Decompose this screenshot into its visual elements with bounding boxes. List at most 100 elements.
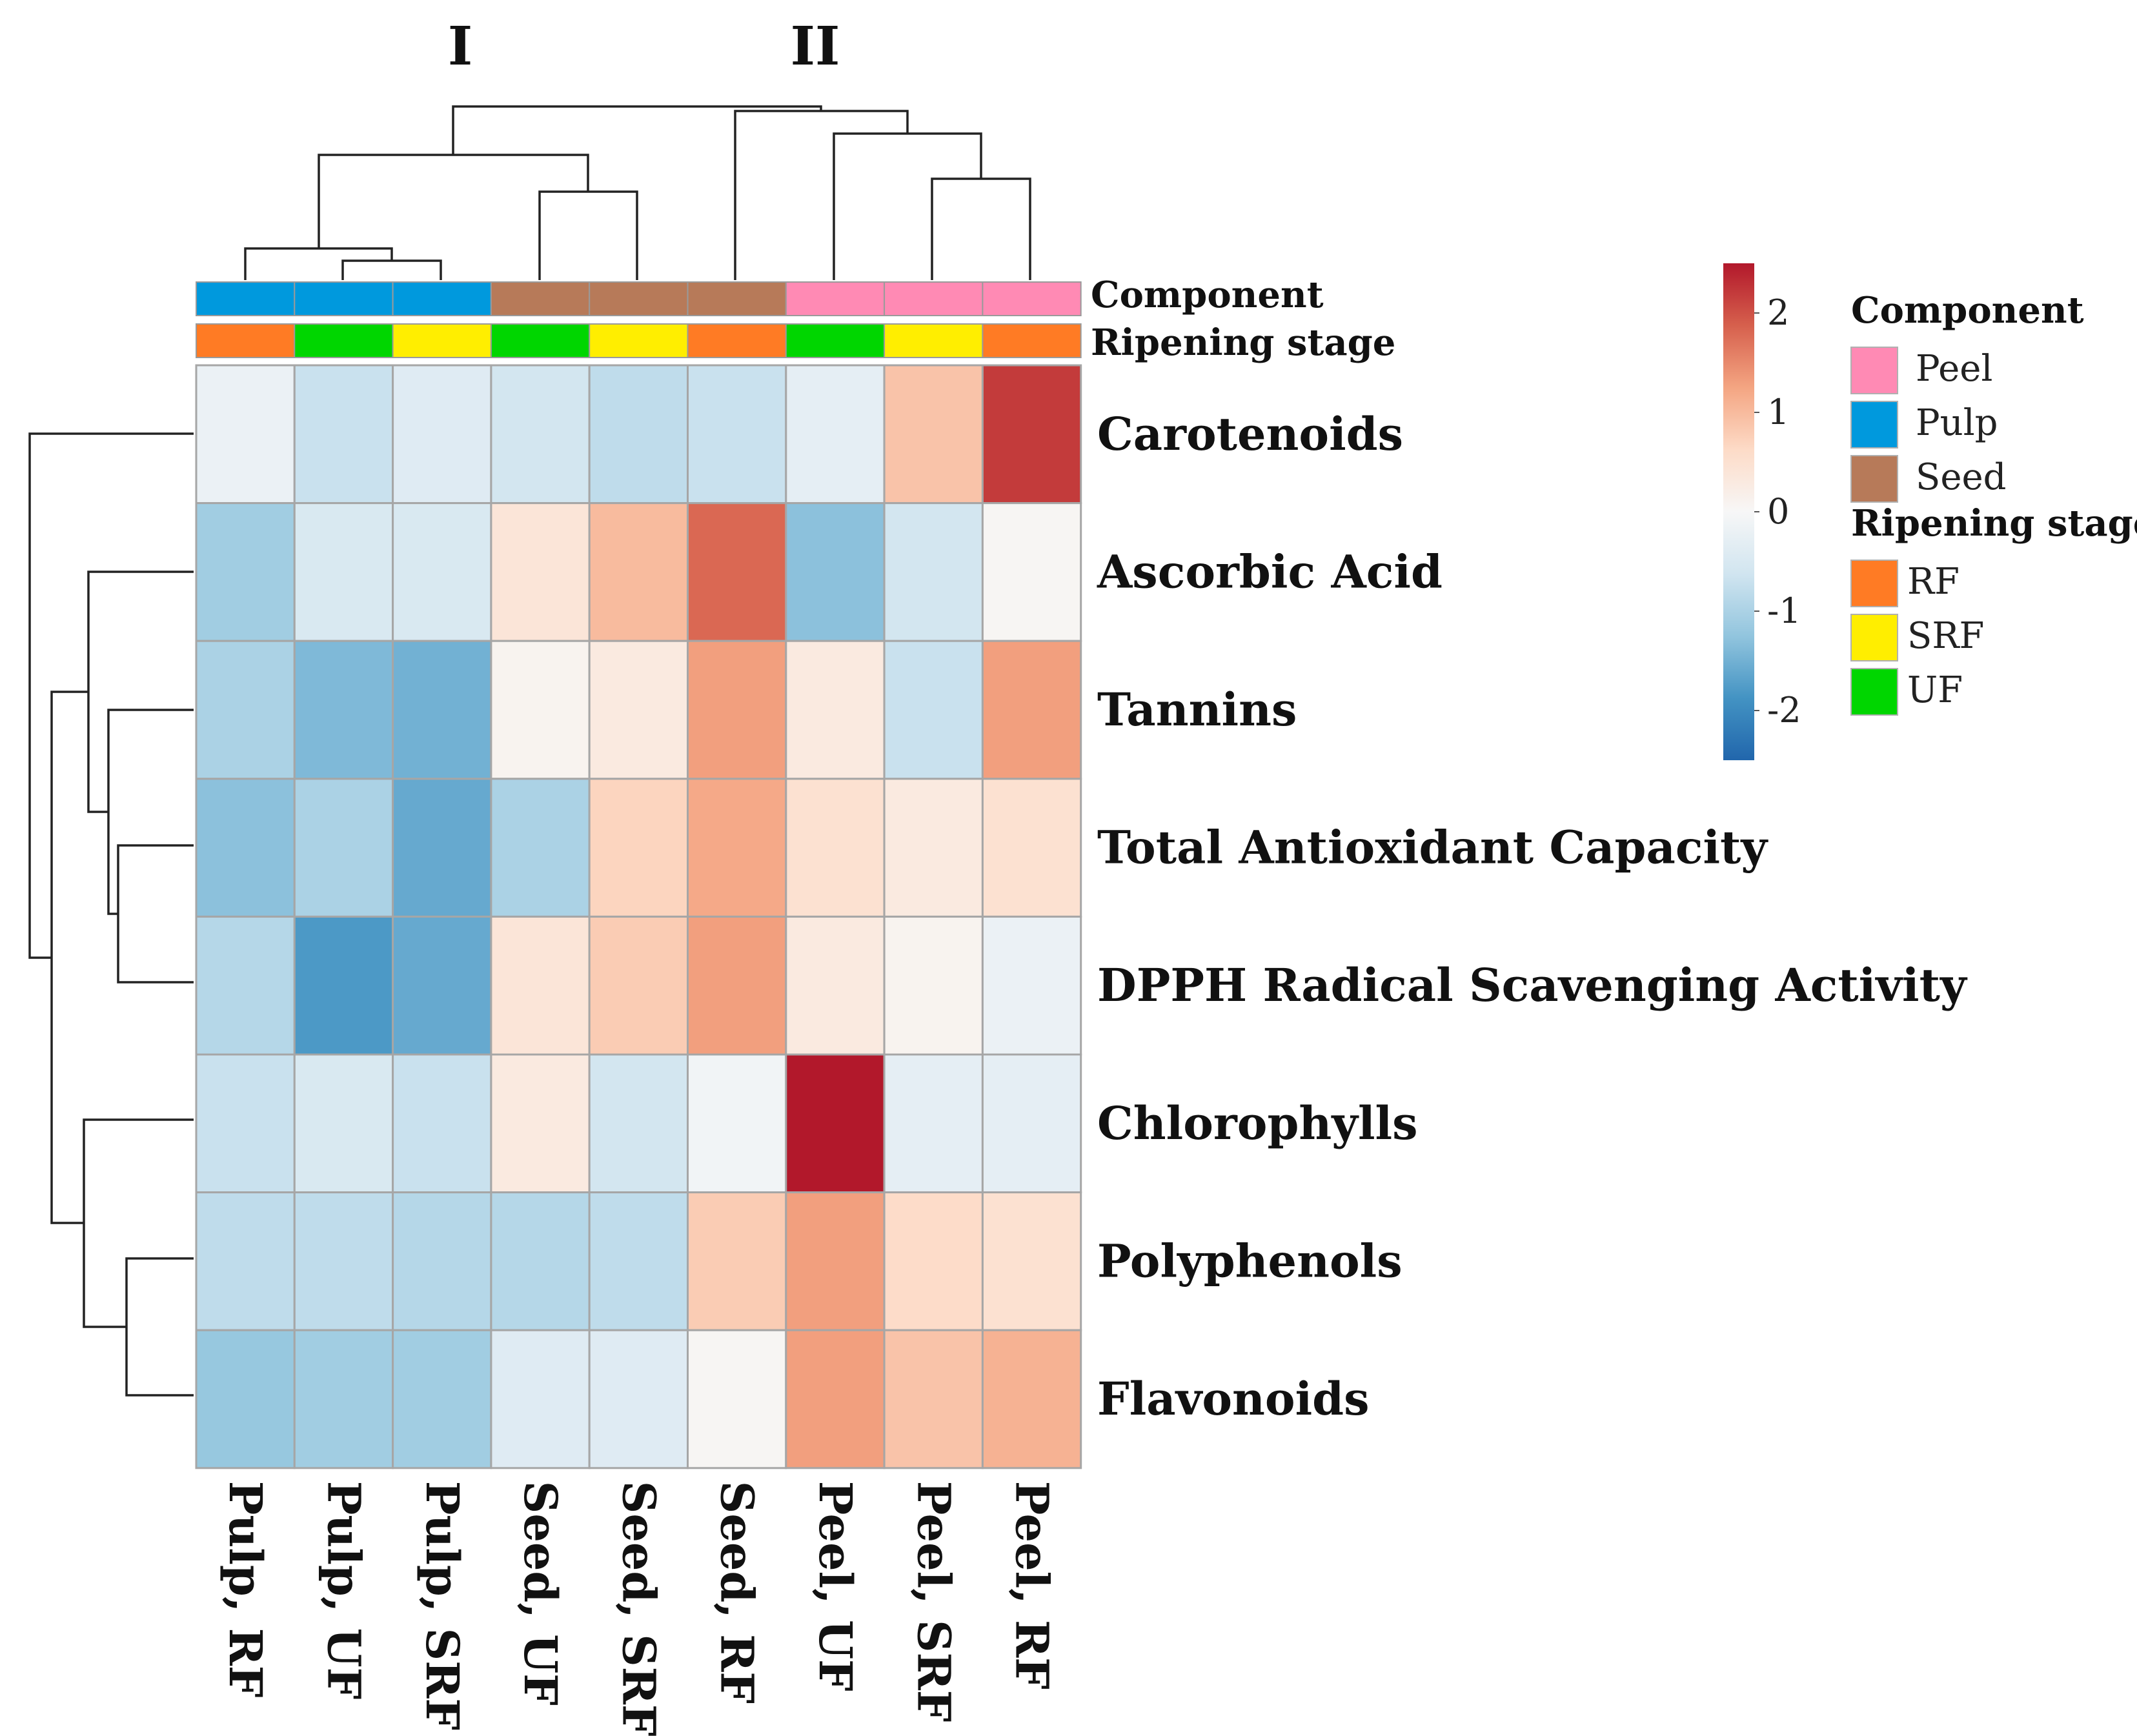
component-bar-peel-uf <box>785 281 886 316</box>
column-label-pulp-srf: Pulp, SRF <box>416 1481 469 1730</box>
heatmap-cell-chlorophylls-peel-rf <box>981 1053 1082 1194</box>
heatmap-cell-chlorophylls-peel-srf <box>883 1053 984 1194</box>
heatmap-cell-ascorbic-acid-seed-srf <box>588 502 689 642</box>
heatmap-cell-carotenoids-seed-uf <box>490 364 591 505</box>
heatmap-cell-ascorbic-acid-seed-uf <box>490 502 591 642</box>
heatmap-cell-tannins-pulp-uf <box>293 640 394 780</box>
cluster-label-i: I <box>448 15 472 77</box>
heatmap-cell-flavonoids-pulp-uf <box>293 1329 394 1469</box>
heatmap-cell-polyphenols-seed-srf <box>588 1191 689 1331</box>
heatmap-cell-dpph-radical-scavenging-activity-pulp-uf <box>293 915 394 1056</box>
column-label-peel-srf: Peel, SRF <box>907 1481 960 1722</box>
column-label-pulp-uf: Pulp, UF <box>317 1481 370 1700</box>
legend-label-seed: Seed <box>1916 456 2007 498</box>
heatmap-cell-chlorophylls-pulp-srf <box>392 1053 492 1194</box>
heatmap-cell-flavonoids-peel-rf <box>981 1329 1082 1469</box>
heatmap-cell-carotenoids-seed-rf <box>687 364 787 505</box>
component-bar-pulp-srf <box>392 281 492 316</box>
heatmap-cell-polyphenols-pulp-srf <box>392 1191 492 1331</box>
component-bar-peel-srf <box>884 281 984 316</box>
column-label-peel-uf: Peel, UF <box>809 1481 862 1691</box>
component-bar-title: Component <box>1091 274 1324 316</box>
heatmap-cell-ascorbic-acid-pulp-srf <box>392 502 492 642</box>
ripening-bar-seed-srf <box>589 323 689 358</box>
heatmap-cell-total-antioxidant-capacity-peel-uf <box>785 778 886 918</box>
heatmap-cell-dpph-radical-scavenging-activity-peel-rf <box>981 915 1082 1056</box>
heatmap-cell-dpph-radical-scavenging-activity-peel-uf <box>785 915 886 1056</box>
heatmap-cell-chlorophylls-pulp-rf <box>195 1053 296 1194</box>
row-label-total-antioxidant-capacity: Total Antioxidant Capacity <box>1097 821 1768 874</box>
heatmap-cell-total-antioxidant-capacity-seed-rf <box>687 778 787 918</box>
row-label-ascorbic-acid: Ascorbic Acid <box>1097 545 1443 598</box>
column-dendrogram <box>244 105 1031 280</box>
colorbar-tick-label: 1 <box>1767 392 1789 432</box>
heatmap-cell-total-antioxidant-capacity-peel-rf <box>981 778 1082 918</box>
legend-swatch-peel <box>1850 347 1898 394</box>
heatmap-cell-carotenoids-peel-uf <box>785 364 886 505</box>
heatmap-cell-dpph-radical-scavenging-activity-seed-srf <box>588 915 689 1056</box>
heatmap-cell-dpph-radical-scavenging-activity-seed-uf <box>490 915 591 1056</box>
heatmap-cell-tannins-peel-rf <box>981 640 1082 780</box>
heatmap-cell-chlorophylls-seed-rf <box>687 1053 787 1194</box>
heatmap-cell-tannins-peel-srf <box>883 640 984 780</box>
heatmap-cell-flavonoids-seed-uf <box>490 1329 591 1469</box>
heatmap-cell-polyphenols-peel-rf <box>981 1191 1082 1331</box>
component-bar-pulp-rf <box>196 281 296 316</box>
heatmap-cell-polyphenols-peel-srf <box>883 1191 984 1331</box>
heatmap-cell-chlorophylls-peel-uf <box>785 1053 886 1194</box>
heatmap-cell-polyphenols-pulp-rf <box>195 1191 296 1331</box>
heatmap-cell-total-antioxidant-capacity-peel-srf <box>883 778 984 918</box>
ripening-bar-peel-rf <box>982 323 1082 358</box>
heatmap-cell-flavonoids-seed-srf <box>588 1329 689 1469</box>
row-label-chlorophylls: Chlorophylls <box>1097 1096 1418 1150</box>
heatmap-cell-ascorbic-acid-peel-rf <box>981 502 1082 642</box>
legend-swatch-rf <box>1850 560 1898 607</box>
column-label-seed-uf: Seed, UF <box>514 1481 567 1706</box>
ripening-bar-pulp-srf <box>392 323 492 358</box>
row-dendrogram <box>28 432 194 1397</box>
ripening-bar-title: Ripening stage <box>1091 321 1395 364</box>
heatmap-cell-polyphenols-pulp-uf <box>293 1191 394 1331</box>
column-label-pulp-rf: Pulp, RF <box>219 1481 272 1698</box>
ripening-bar-peel-srf <box>884 323 984 358</box>
legend-swatch-srf <box>1850 614 1898 661</box>
heatmap-cell-tannins-pulp-srf <box>392 640 492 780</box>
colorbar-tick-label: 0 <box>1767 491 1789 532</box>
heatmap-cell-polyphenols-seed-rf <box>687 1191 787 1331</box>
heatmap-cell-carotenoids-peel-rf <box>981 364 1082 505</box>
heatmap-cell-total-antioxidant-capacity-pulp-uf <box>293 778 394 918</box>
cluster-label-ii: II <box>791 15 840 77</box>
heatmap-cell-chlorophylls-seed-uf <box>490 1053 591 1194</box>
legend-label-rf: RF <box>1907 561 1960 603</box>
heatmap-cell-chlorophylls-pulp-uf <box>293 1053 394 1194</box>
heatmap-cell-flavonoids-peel-srf <box>883 1329 984 1469</box>
colorbar <box>1723 263 1754 760</box>
legend-component-title: Component <box>1851 289 2084 332</box>
component-bar-seed-uf <box>490 281 591 316</box>
row-label-tannins: Tannins <box>1097 683 1297 736</box>
row-label-polyphenols: Polyphenols <box>1097 1234 1403 1287</box>
legend-swatch-uf <box>1850 668 1898 716</box>
heatmap-cell-carotenoids-pulp-srf <box>392 364 492 505</box>
component-bar-pulp-uf <box>294 281 394 316</box>
heatmap-cell-flavonoids-pulp-rf <box>195 1329 296 1469</box>
legend-swatch-seed <box>1850 455 1898 503</box>
legend-label-uf: UF <box>1907 669 1963 711</box>
heatmap-cell-carotenoids-peel-srf <box>883 364 984 505</box>
component-bar-seed-srf <box>589 281 689 316</box>
heatmap-cell-total-antioxidant-capacity-seed-srf <box>588 778 689 918</box>
column-label-seed-rf: Seed, RF <box>711 1481 764 1704</box>
heatmap-cell-total-antioxidant-capacity-seed-uf <box>490 778 591 918</box>
colorbar-tick-label: -2 <box>1767 690 1801 731</box>
heatmap-cell-ascorbic-acid-pulp-uf <box>293 502 394 642</box>
ripening-bar-peel-uf <box>785 323 886 358</box>
heatmap-cell-dpph-radical-scavenging-activity-seed-rf <box>687 915 787 1056</box>
heatmap-cell-tannins-pulp-rf <box>195 640 296 780</box>
legend-ripening-title: Ripening stage <box>1851 502 2137 545</box>
heatmap-cell-flavonoids-peel-uf <box>785 1329 886 1469</box>
heatmap-cell-chlorophylls-seed-srf <box>588 1053 689 1194</box>
heatmap-cell-flavonoids-seed-rf <box>687 1329 787 1469</box>
heatmap-cell-dpph-radical-scavenging-activity-pulp-srf <box>392 915 492 1056</box>
heatmap-cell-carotenoids-seed-srf <box>588 364 689 505</box>
